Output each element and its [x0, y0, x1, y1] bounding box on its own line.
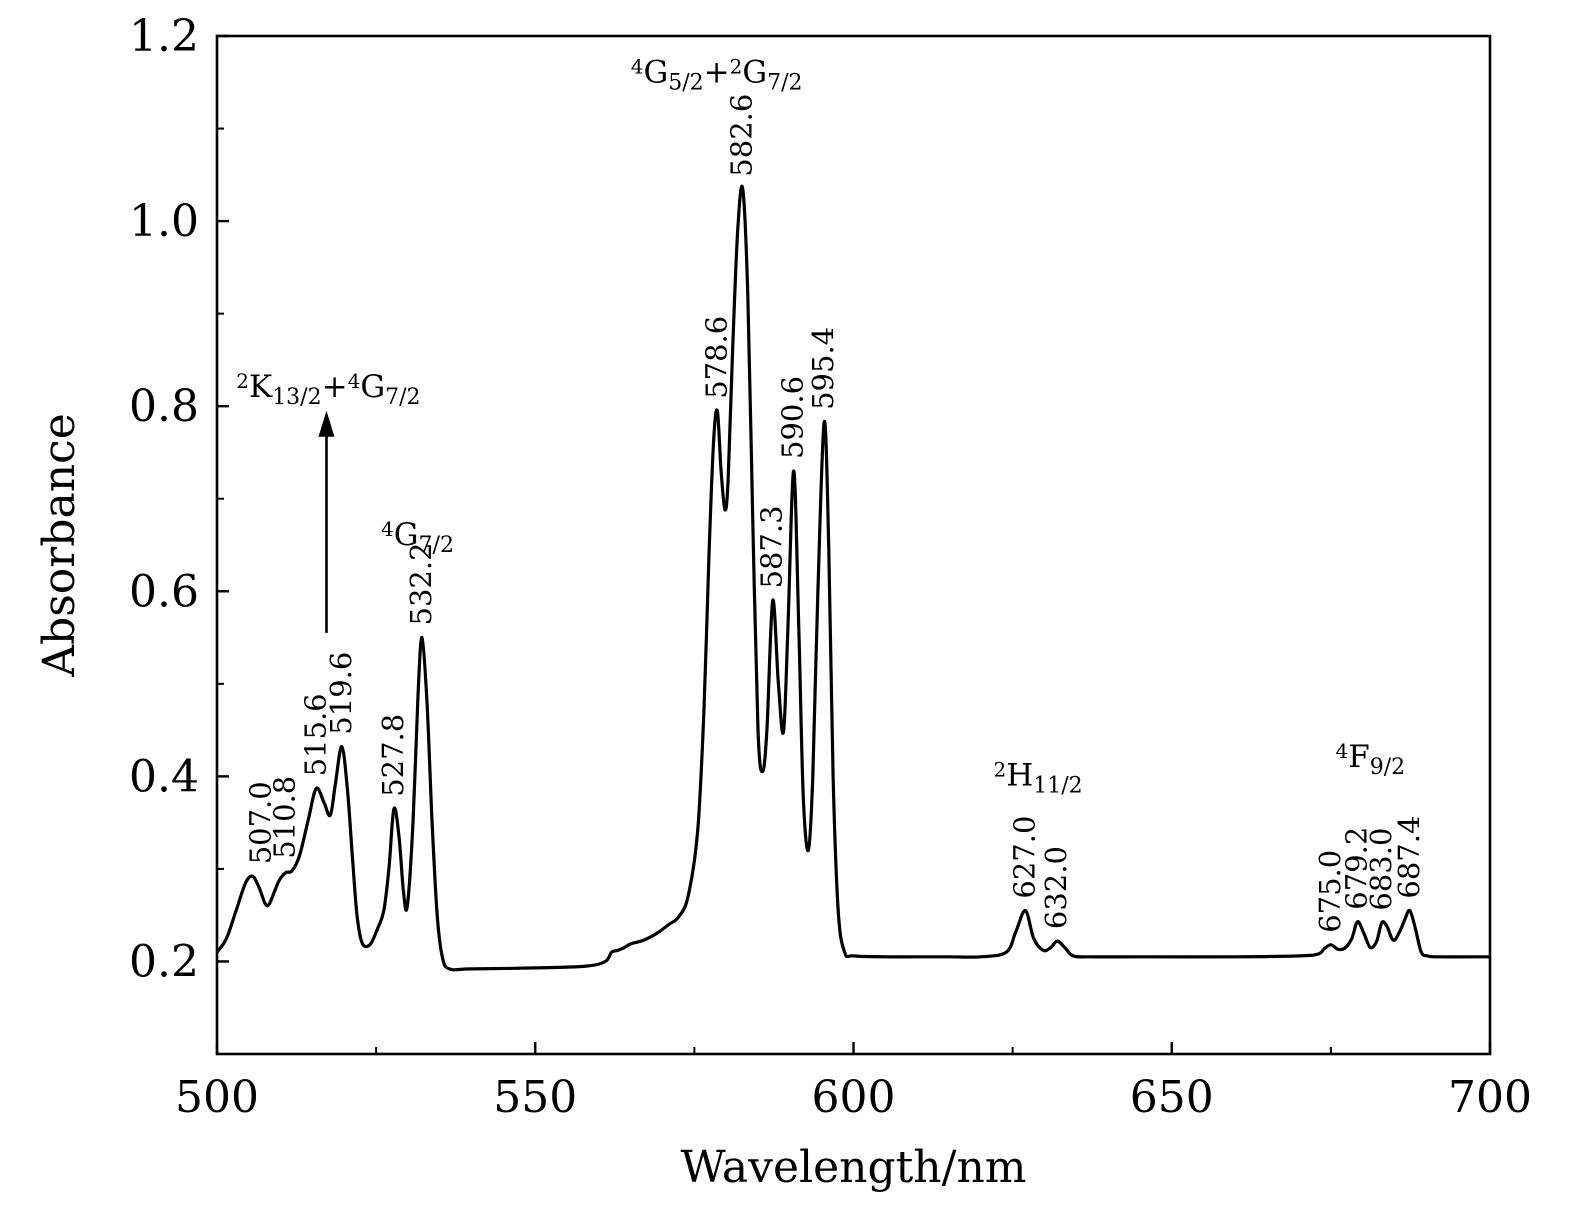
band-label-part: H	[1006, 758, 1033, 794]
peak-label: 687.4	[1392, 816, 1426, 899]
y-tick-label: 0.4	[129, 751, 199, 802]
y-tick-label: 0.8	[129, 381, 199, 432]
band-label-part: 4	[631, 54, 644, 78]
y-tick-label: 1.2	[129, 11, 199, 62]
band-label-part: G	[394, 517, 419, 553]
peak-label: 627.0	[1007, 816, 1041, 899]
peak-label: 510.8	[268, 776, 302, 859]
x-tick-label: 500	[175, 1072, 259, 1123]
peak-label: 679.2	[1340, 827, 1374, 910]
peak-label: 578.6	[699, 316, 733, 399]
peak-label: 527.8	[376, 714, 410, 797]
band-label-part: G	[360, 369, 385, 405]
band-label-part: 2	[730, 54, 743, 78]
band-label-part: K	[249, 369, 273, 405]
band-label-part: 4	[381, 517, 394, 541]
band-label-part: +	[704, 54, 730, 90]
spectrum-line	[215, 184, 1491, 972]
y-tick-label: 1.0	[129, 196, 199, 247]
x-axis-title: Wavelength/nm	[680, 1142, 1026, 1193]
band-label-part: 4	[348, 369, 361, 393]
band-label-part: G	[742, 54, 767, 90]
transition-arrow	[318, 410, 335, 633]
y-axis-title: Absorbance	[34, 413, 85, 677]
band-4g5-2g7: 4G5/2+2G7/2	[631, 54, 803, 95]
x-tick-label: 600	[812, 1072, 896, 1123]
band-label-part: +	[322, 369, 348, 405]
peak-label: 683.0	[1364, 828, 1398, 911]
peak-label: 515.6	[298, 693, 332, 776]
peak-label: 519.6	[324, 652, 358, 735]
band-label-part: 4	[1336, 739, 1349, 763]
peak-label: 582.6	[725, 94, 759, 177]
peak-label: 532.2	[404, 542, 438, 625]
y-tick-label: 0.2	[129, 936, 199, 987]
band-label-part: 13/2	[272, 385, 321, 410]
peak-label: 587.3	[755, 505, 789, 588]
band-2h11: 2H11/2	[993, 758, 1082, 799]
band-label-part: F	[1348, 739, 1370, 775]
x-tick-label: 550	[493, 1072, 577, 1123]
band-label-part: 7/2	[385, 385, 420, 410]
band-label-part: 2	[236, 369, 249, 393]
band-4f9: 4F9/2	[1336, 739, 1406, 780]
band-label-part: 11/2	[1033, 774, 1082, 799]
band-label-part: 7/2	[419, 533, 454, 558]
peak-label: 632.0	[1039, 846, 1073, 929]
peak-label: 590.6	[776, 376, 810, 459]
band-2k13-4g7: 2K13/2+4G7/2	[236, 369, 420, 410]
x-tick-label: 650	[1130, 1072, 1214, 1123]
arrow-head	[318, 410, 335, 437]
band-label-part: 9/2	[1370, 755, 1405, 780]
peak-label: 507.0	[244, 781, 278, 864]
peak-label: 595.4	[806, 327, 840, 410]
x-tick-label: 700	[1448, 1072, 1532, 1123]
band-4g7: 4G7/2	[381, 517, 454, 558]
band-label-part: 2	[993, 758, 1006, 782]
band-label-part: G	[643, 54, 668, 90]
y-tick-label: 0.6	[129, 566, 199, 617]
peak-label: 675.0	[1313, 850, 1347, 933]
axis-ticks	[215, 34, 1492, 1054]
tick-labels: 500 550 600 650 700 0.2 0.4 0.6 0.8 1.0 1.2	[129, 11, 1532, 1123]
band-label-part: 5/2	[668, 70, 703, 95]
band-label-part: 7/2	[767, 70, 802, 95]
